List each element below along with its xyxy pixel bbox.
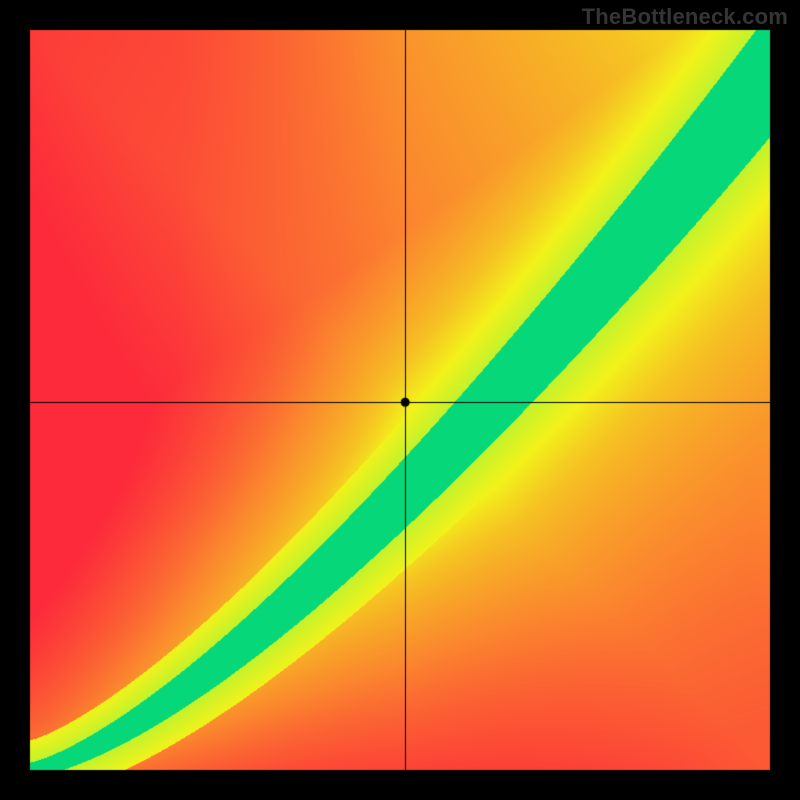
heatmap-canvas bbox=[0, 0, 800, 800]
watermark-text: TheBottleneck.com bbox=[582, 4, 788, 30]
chart-container: TheBottleneck.com bbox=[0, 0, 800, 800]
